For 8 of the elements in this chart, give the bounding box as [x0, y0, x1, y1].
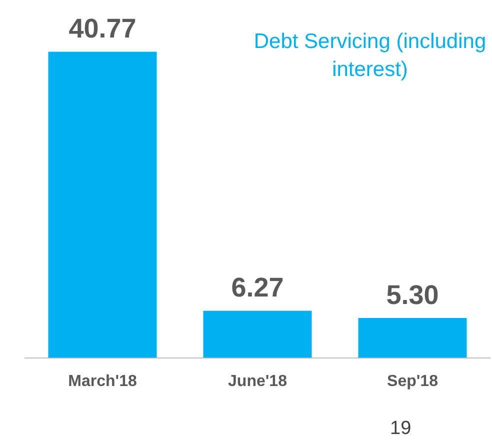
data-label: 6.27	[231, 272, 284, 303]
data-label: 40.77	[68, 14, 136, 44]
text: 19	[390, 418, 412, 440]
data-label: 5.30	[386, 280, 439, 310]
x-tick-label: June'18	[228, 372, 288, 390]
x-tick-label: Sep'18	[387, 372, 438, 390]
x-tick-label: March'18	[68, 372, 137, 390]
chart-title: Debt Servicing (including interest)	[252, 29, 488, 83]
